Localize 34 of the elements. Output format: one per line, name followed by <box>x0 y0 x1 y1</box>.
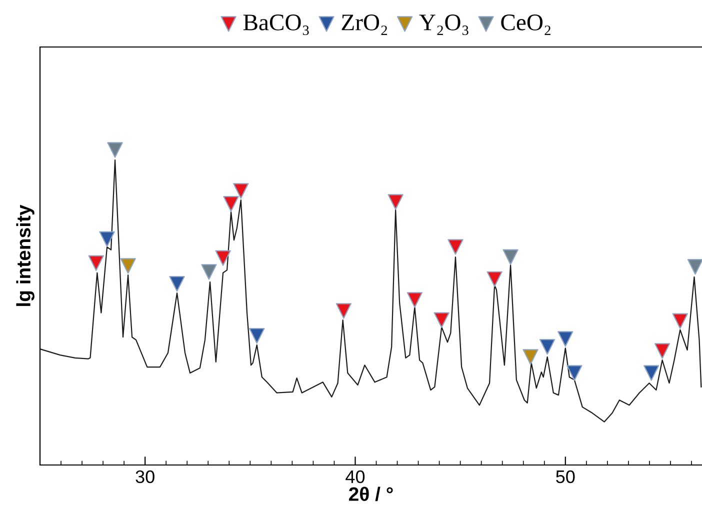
point <box>522 349 538 365</box>
x-tick-label: 30 <box>136 470 154 484</box>
point <box>566 365 582 381</box>
x-tick-label: 40 <box>346 470 365 484</box>
point <box>539 339 556 355</box>
x-axis-title: 2θ / ° <box>349 486 393 502</box>
point <box>223 196 239 212</box>
point <box>336 303 352 319</box>
point <box>107 142 123 158</box>
legend-label: BaCO₃ <box>243 14 309 36</box>
point <box>486 271 502 287</box>
point <box>448 239 464 255</box>
point <box>88 255 104 271</box>
point <box>434 312 450 328</box>
point <box>558 331 574 347</box>
point <box>99 231 115 247</box>
point <box>201 264 217 280</box>
point <box>502 249 518 265</box>
legend-label: CeO₂ <box>501 14 550 35</box>
legend-label: Y₂O₃ <box>419 14 468 36</box>
y-axis-title: lg intensity <box>16 204 34 306</box>
point <box>215 250 231 266</box>
legend-label: ZrO₂ <box>342 14 387 35</box>
point <box>120 258 136 274</box>
x-tick-label: 50 <box>556 470 575 484</box>
point <box>687 259 702 275</box>
point <box>169 276 185 292</box>
point <box>406 292 423 308</box>
point <box>672 313 688 329</box>
point <box>233 183 249 199</box>
point <box>654 343 670 359</box>
point <box>644 365 660 381</box>
point <box>388 194 404 210</box>
point <box>249 328 265 344</box>
